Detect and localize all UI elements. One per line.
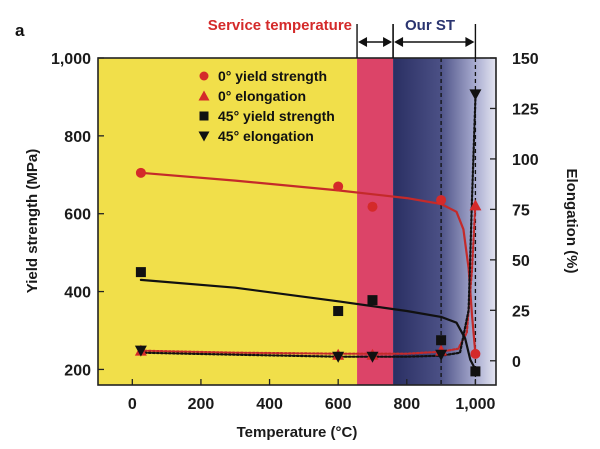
legend-label: 0° yield strength [218,68,327,84]
x-tick-label: 200 [188,396,215,413]
service-bracket-arrow-left [358,37,368,47]
legend: 0° yield strength 0° elongation 45° yield … [198,68,335,144]
data-point [134,345,147,357]
dashed-lines [440,58,477,385]
x-tick-label: 800 [393,396,420,413]
service-bracket-arrow-right [383,37,393,47]
x-axis-ticks: 0 200 400 600 800 1,000 [128,379,496,413]
region-layer [98,58,496,385]
our-st-label: Our ST [405,17,455,34]
x-tick-label: 600 [325,396,352,413]
data-point [436,195,447,206]
legend-label: 45° yield strength [218,108,335,124]
data-point [135,267,146,278]
y-tick-label: 400 [64,285,91,302]
y-tick-label: 1,000 [51,51,91,68]
data-point [135,167,146,178]
header-annotations: Service temperature Our ST [208,17,477,58]
y2-tick-label: 25 [512,303,530,320]
y2-tick-label: 150 [512,51,539,68]
x-axis-label: Temperature (°C) [237,424,358,441]
data-point [469,199,482,211]
region-base [98,58,358,385]
data-point [332,351,345,363]
y2-axis-ticks: 0 25 50 75 100 125 150 [490,51,539,371]
our-st-bracket-arrow-right [465,37,475,47]
data-point [367,201,378,212]
data-point [333,306,344,317]
data-point [366,351,379,363]
legend-marker [198,90,210,101]
x-tick-label: 0 [128,396,137,413]
y-tick-label: 200 [64,362,91,379]
legend-label: 0° elongation [218,88,306,104]
y-axis-label: Yield strength (MPa) [24,149,41,293]
y-axis-ticks: 200 400 600 800 1,000 [51,51,104,379]
plot-frame [97,57,497,386]
legend-label: 45° elongation [218,128,314,144]
our-st-bracket-arrow-left [394,37,404,47]
legend-marker [199,71,209,81]
region-service [357,58,394,385]
y-tick-label: 800 [64,129,91,146]
legend-marker [199,111,209,121]
data-point [367,295,378,306]
data-point [435,349,448,361]
x-tick-label: 400 [256,396,283,413]
y2-tick-label: 50 [512,253,530,270]
data-point [436,335,447,346]
data-point [470,366,481,377]
range-brackets [356,24,477,58]
y2-tick-label: 75 [512,202,530,219]
y2-axis-label: Elongation (%) [563,169,580,274]
region-our_st [393,58,496,385]
legend-marker [198,131,210,142]
data-point [333,181,344,192]
panel-label: a [15,21,25,40]
x-tick-label: 1,000 [455,396,495,413]
y2-tick-label: 125 [512,101,539,118]
data-point [470,348,481,359]
data-points [134,89,482,377]
y2-tick-label: 0 [512,354,521,371]
fit-curve [139,278,477,371]
y-tick-label: 600 [64,207,91,224]
y2-tick-label: 100 [512,152,539,169]
data-point [469,89,482,101]
service-temperature-label: Service temperature [208,17,352,34]
